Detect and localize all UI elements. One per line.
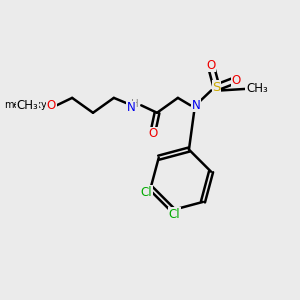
Text: N: N [127, 101, 136, 114]
Text: O: O [231, 74, 241, 86]
Text: Cl: Cl [168, 208, 180, 221]
Text: O: O [47, 99, 56, 112]
Text: H: H [131, 99, 139, 109]
Text: S: S [212, 81, 221, 94]
Text: CH₃: CH₃ [16, 99, 38, 112]
Text: O: O [206, 58, 215, 72]
Text: methoxy: methoxy [4, 100, 47, 110]
Text: CH₃: CH₃ [246, 82, 268, 95]
Text: N: N [191, 99, 200, 112]
Text: O: O [148, 127, 157, 140]
Text: Cl: Cl [140, 186, 152, 199]
